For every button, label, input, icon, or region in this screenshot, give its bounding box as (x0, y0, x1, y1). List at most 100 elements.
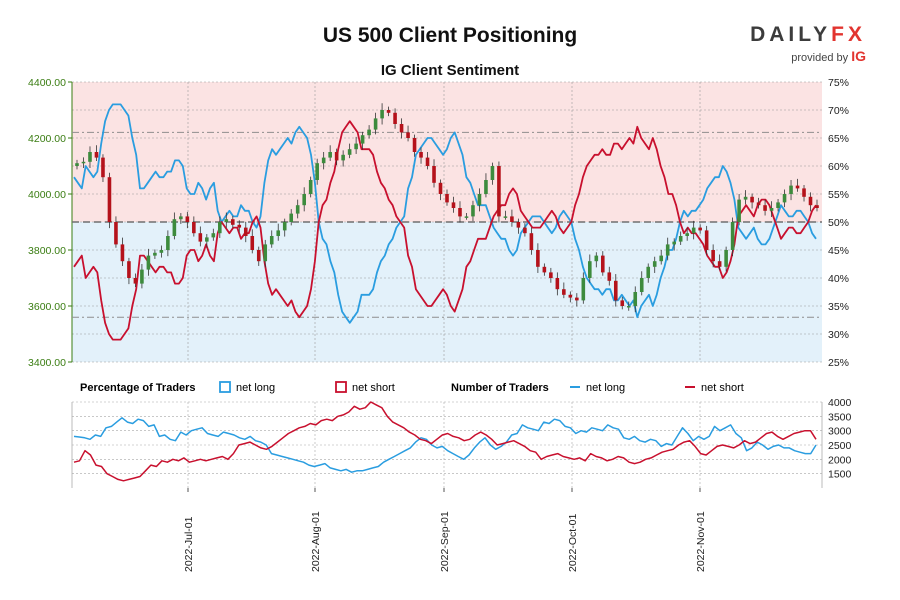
candle-body (140, 269, 144, 284)
candle (685, 227, 689, 241)
candle (425, 152, 430, 170)
candle-body (581, 278, 586, 301)
candle-body (341, 154, 345, 161)
candle-body (367, 129, 371, 136)
candle-body (224, 219, 229, 222)
candle (419, 147, 423, 164)
candle (633, 286, 638, 313)
candle-body (445, 194, 449, 203)
candle-body (646, 266, 651, 278)
candle-body (562, 289, 566, 295)
candle (153, 249, 157, 259)
candle-body (347, 149, 352, 155)
candle (412, 134, 417, 157)
candle (795, 178, 800, 192)
candle (503, 210, 508, 220)
candle-body (600, 255, 605, 273)
left-tick-label: 3400.00 (28, 357, 66, 369)
candle (386, 106, 391, 117)
candle (438, 179, 443, 201)
candle (334, 148, 339, 166)
candle (373, 112, 378, 135)
candle-body (542, 266, 547, 273)
candle-body (484, 180, 488, 194)
candle (224, 212, 229, 229)
candle (347, 143, 352, 159)
candle-body (230, 219, 235, 225)
candle (750, 193, 754, 209)
logo-provided: provided by IG (750, 48, 866, 64)
candle-body (704, 230, 709, 250)
candle (549, 267, 553, 283)
candle (815, 199, 819, 212)
candle-body (393, 112, 397, 124)
candle-body (750, 196, 754, 203)
candle (75, 159, 79, 170)
candle (120, 237, 125, 266)
logo-text-a: DAILY (750, 23, 832, 46)
candle (205, 234, 209, 248)
candle-body (789, 185, 793, 194)
candle (497, 161, 501, 223)
right-tick-label: 45% (828, 245, 849, 257)
candle-body (711, 250, 715, 262)
candle-body (516, 222, 521, 228)
candle (88, 146, 92, 168)
chart-subtitle: IG Client Sentiment (380, 62, 520, 79)
candle-body (665, 244, 670, 256)
candle-body (568, 294, 573, 298)
candle (321, 152, 326, 170)
candle (555, 272, 560, 296)
candle (600, 251, 605, 276)
candle (490, 162, 495, 185)
left-tick-label: 4200.00 (28, 133, 66, 145)
logo-text-b: FX (831, 23, 866, 46)
candle (179, 213, 183, 224)
candle-body (211, 233, 216, 238)
candle-body (120, 244, 125, 262)
candle (607, 266, 612, 286)
candle (101, 154, 105, 182)
candle (406, 125, 410, 142)
candle (315, 158, 319, 185)
candle-body (451, 202, 456, 208)
candle-body (295, 205, 300, 214)
legend-pct-short-swatch (335, 381, 347, 393)
candle (782, 189, 787, 208)
candle-body (399, 124, 404, 133)
candle-body (243, 227, 248, 236)
candle-body (315, 163, 319, 180)
candle (588, 254, 592, 283)
candle (639, 271, 644, 296)
candle (477, 188, 482, 212)
candle (665, 237, 670, 261)
candle (367, 125, 371, 139)
candle-body (380, 110, 384, 119)
right-tick-label: 35% (828, 301, 849, 313)
candle (536, 243, 540, 273)
candle (289, 209, 294, 226)
candle (743, 190, 748, 205)
candle-body (776, 202, 780, 208)
bottom-tick-label: 2500 (828, 440, 852, 452)
legend-num-short-label: net short (701, 382, 744, 394)
candle-body (672, 241, 676, 245)
x-tick-label: 2022-Aug-01 (310, 511, 322, 572)
pct-net-long-line (73, 103, 817, 324)
candle-body (685, 233, 689, 236)
candle (646, 263, 651, 283)
candle-body (510, 216, 514, 222)
candle-body (782, 194, 787, 203)
candle (328, 145, 332, 161)
candle (562, 282, 566, 299)
candle-body (114, 222, 118, 245)
candle (263, 239, 268, 268)
candle-body (269, 236, 274, 245)
candle-body (464, 216, 469, 218)
bottom-tick-label: 4000 (828, 397, 852, 409)
candle (282, 218, 287, 237)
logo-wordmark: DAILYFX (750, 24, 866, 46)
candle-body (302, 194, 306, 206)
right-tick-label: 40% (828, 273, 849, 285)
candle-body (406, 132, 410, 138)
